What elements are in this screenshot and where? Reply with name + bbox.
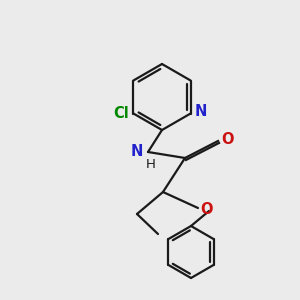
Text: H: H [146,158,156,171]
Text: O: O [200,202,212,217]
Text: O: O [221,133,233,148]
Text: N: N [195,104,207,119]
Text: Cl: Cl [114,106,129,121]
Text: N: N [130,145,143,160]
